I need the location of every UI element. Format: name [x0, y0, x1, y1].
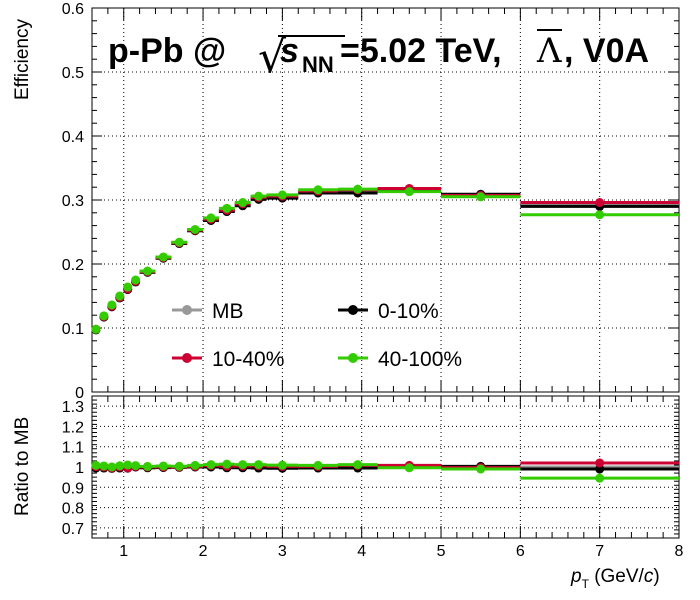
x-axis-title-c: c: [644, 566, 654, 587]
eff-point-40-100: [404, 187, 414, 197]
legend: MB 0-10% 10-40% 40-100%: [172, 300, 462, 371]
y-tick-label-top: 0.4: [62, 129, 84, 146]
y-axis-title-ratio: Ratio to MB: [12, 417, 33, 516]
y-tick-label-top: 0.1: [62, 321, 84, 338]
ratio-point-40-100: [222, 459, 232, 469]
y-tick-label-bottom: 1.1: [62, 440, 84, 457]
eff-point-40-100: [131, 275, 141, 285]
legend-entry-40-100: 40-100%: [338, 348, 462, 371]
y-tick-label-bottom: 1.3: [62, 399, 84, 416]
x-axis-title-unit-open: (GeV/: [589, 566, 645, 587]
ratio-point-40-100: [313, 460, 323, 470]
ratio-point-40-100: [115, 461, 125, 471]
x-axis-title-unit-close: ): [653, 566, 659, 587]
x-axis-title-subscript: T: [582, 577, 590, 591]
eff-point-40-100: [353, 184, 363, 194]
top-series: [91, 183, 679, 335]
y-tick-label-top: 0.3: [62, 193, 84, 210]
legend-label-10-40: 10-40%: [212, 348, 284, 371]
legend-entry-0-10: 0-10%: [338, 300, 439, 323]
ratio-point-40-100: [174, 461, 184, 471]
chart-title-lambda: Λ: [536, 31, 562, 71]
x-axis-title: pT (GeV/c): [570, 566, 660, 591]
legend-marker-10-40: [182, 353, 192, 363]
legend-label-0-10: 0-10%: [378, 300, 439, 323]
x-tick-label: 5: [437, 543, 446, 560]
chart-title-nn: NN: [302, 52, 334, 77]
ratio-point-40-100: [131, 461, 141, 471]
eff-point-40-100: [190, 224, 200, 234]
ratio-point-40-100: [404, 463, 414, 473]
x-tick-label: 6: [516, 543, 525, 560]
eff-point-40-100: [99, 311, 109, 321]
eff-point-40-100: [115, 291, 125, 301]
y-tick-label-top: 0: [75, 385, 84, 402]
legend-marker-mb: [182, 305, 192, 315]
ratio-point-40-100: [238, 460, 248, 470]
ratio-point-40-100: [254, 460, 264, 470]
ratio-point-40-100: [206, 460, 216, 470]
legend-entry-mb: MB: [172, 300, 244, 323]
legend-marker-40-100: [348, 353, 358, 363]
x-tick-label: 2: [199, 543, 208, 560]
legend-marker-0-10: [348, 305, 358, 315]
x-tick-label: 7: [595, 543, 604, 560]
eff-point-10-40: [595, 198, 605, 208]
eff-point-40-100: [476, 192, 486, 202]
y-axis-title-efficiency: Efficiency: [12, 19, 33, 100]
chart-title-part2: =5.02 TeV,: [340, 32, 502, 70]
eff-point-40-100: [174, 237, 184, 247]
y-tick-label-bottom: 0.7: [62, 521, 84, 538]
eff-point-40-100: [143, 266, 153, 276]
eff-point-40-100: [123, 282, 133, 292]
ratio-point-40-100: [143, 461, 153, 471]
legend-label-mb: MB: [212, 300, 244, 323]
x-tick-label: 8: [675, 543, 684, 560]
ratio-point-40-100: [353, 460, 363, 470]
ratio-point-10-40: [595, 458, 605, 468]
x-tick-label: 3: [278, 543, 287, 560]
ratio-point-40-100: [476, 464, 486, 474]
ratio-point-40-100: [107, 462, 117, 472]
eff-point-40-100: [222, 203, 232, 213]
chart-title-part3: , V0A: [564, 32, 649, 70]
bottom-series: [91, 458, 679, 483]
x-tick-label: 1: [119, 543, 128, 560]
chart-title-part1: p-Pb @: [108, 32, 226, 70]
eff-point-40-100: [206, 213, 216, 223]
eff-point-40-100: [277, 190, 287, 200]
y-tick-label-bottom: 1: [75, 460, 84, 477]
ratio-point-40-100: [190, 460, 200, 470]
y-tick-label-top: 0.6: [62, 1, 84, 18]
axis-ticks: [91, 7, 680, 539]
ratio-point-40-100: [158, 461, 168, 471]
tick-labels: 0 0.1 0.2 0.3 0.4 0.5 0.6 0.7 0.8 0.9 1 1.1 1.2 1.3 1 2…: [62, 1, 684, 560]
eff-point-40-100: [91, 324, 101, 334]
eff-point-40-100: [158, 252, 168, 262]
chart-title-sqrt: √: [258, 32, 287, 83]
eff-point-40-100: [238, 198, 248, 208]
eff-point-40-100: [595, 210, 605, 220]
legend-label-40-100: 40-100%: [378, 348, 462, 371]
ratio-point-40-100: [123, 460, 133, 470]
y-tick-label-bottom: 1.2: [62, 419, 84, 436]
ratio-point-40-100: [99, 461, 109, 471]
eff-point-40-100: [107, 300, 117, 310]
ratio-point-40-100: [277, 460, 287, 470]
y-tick-label-bottom: 0.8: [62, 501, 84, 518]
legend-entry-10-40: 10-40%: [172, 348, 284, 371]
eff-point-40-100: [313, 185, 323, 195]
y-tick-label-top: 0.2: [62, 257, 84, 274]
x-axis-title-p: p: [570, 566, 582, 587]
x-tick-label: 4: [357, 543, 366, 560]
y-tick-label-bottom: 0.9: [62, 480, 84, 497]
chart-title-s: s: [280, 32, 299, 70]
y-tick-label-top: 0.5: [62, 65, 84, 82]
eff-point-40-100: [254, 191, 264, 201]
ratio-point-40-100: [595, 473, 605, 483]
ratio-point-40-100: [91, 460, 101, 470]
